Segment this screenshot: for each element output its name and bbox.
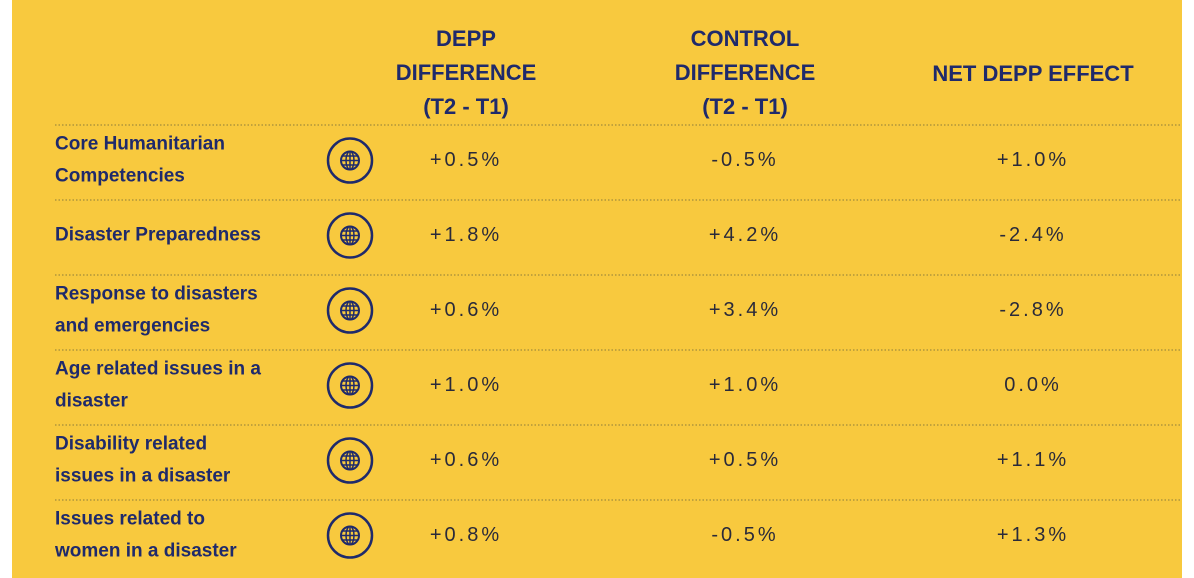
row-label: Competencies (55, 166, 185, 187)
row-label: Core Humanitarian (55, 134, 225, 155)
globe-icon (326, 137, 374, 184)
cell-value: +0.6% (430, 449, 502, 471)
column-header: (T2 - T1) (423, 94, 509, 119)
icon-ring (326, 512, 374, 559)
cell-value: -0.5% (711, 524, 778, 546)
cell-value: +4.2% (709, 224, 781, 246)
cell-value: +1.0% (997, 149, 1069, 171)
cell-value: +1.0% (709, 374, 781, 396)
globe-icon (326, 212, 374, 259)
cell-value: +1.0% (430, 374, 502, 396)
icon-ring (326, 437, 374, 484)
column-header: DEPP (436, 26, 496, 51)
icon-parallels (341, 526, 359, 545)
row-label: Disaster Preparedness (55, 225, 261, 246)
icon-parallels (341, 301, 359, 320)
icon-parallels (341, 151, 359, 170)
globe-icon (326, 362, 374, 409)
column-header: DIFFERENCE (396, 60, 537, 85)
icon-ring (326, 362, 374, 409)
row-label: women in a disaster (54, 541, 237, 562)
cell-value: -2.8% (999, 299, 1066, 321)
cell-value: 0.0% (1004, 374, 1062, 396)
cell-value: +1.3% (997, 524, 1069, 546)
cell-value: +3.4% (709, 299, 781, 321)
cell-value: -0.5% (711, 149, 778, 171)
globe-icon (326, 512, 374, 559)
cell-value: +0.6% (430, 299, 502, 321)
row-label: and emergencies (55, 316, 210, 337)
row-label: Disability related (55, 434, 207, 455)
cell-value: +1.1% (997, 449, 1069, 471)
column-header: CONTROL (691, 26, 800, 51)
cell-value: -2.4% (999, 224, 1066, 246)
icon-ring (326, 287, 374, 334)
row-label: issues in a disaster (55, 466, 231, 487)
icon-ring (326, 137, 374, 184)
row-label: disaster (55, 391, 128, 412)
icon-parallels (341, 226, 359, 245)
cell-value: +1.8% (430, 224, 502, 246)
icon-parallels (341, 376, 359, 395)
row-label: Issues related to (55, 509, 205, 530)
icon-ring (326, 212, 374, 259)
column-header: DIFFERENCE (675, 60, 816, 85)
row-label: Response to disasters (55, 284, 258, 305)
column-header: NET DEPP EFFECT (932, 61, 1134, 86)
cell-value: +0.5% (709, 449, 781, 471)
globe-icon (326, 437, 374, 484)
cell-value: +0.8% (430, 524, 502, 546)
globe-icon (326, 287, 374, 334)
column-header: (T2 - T1) (702, 94, 788, 119)
background (12, 0, 1182, 578)
icon-parallels (341, 451, 359, 470)
cell-value: +0.5% (430, 149, 502, 171)
row-label: Age related issues in a (55, 359, 261, 380)
